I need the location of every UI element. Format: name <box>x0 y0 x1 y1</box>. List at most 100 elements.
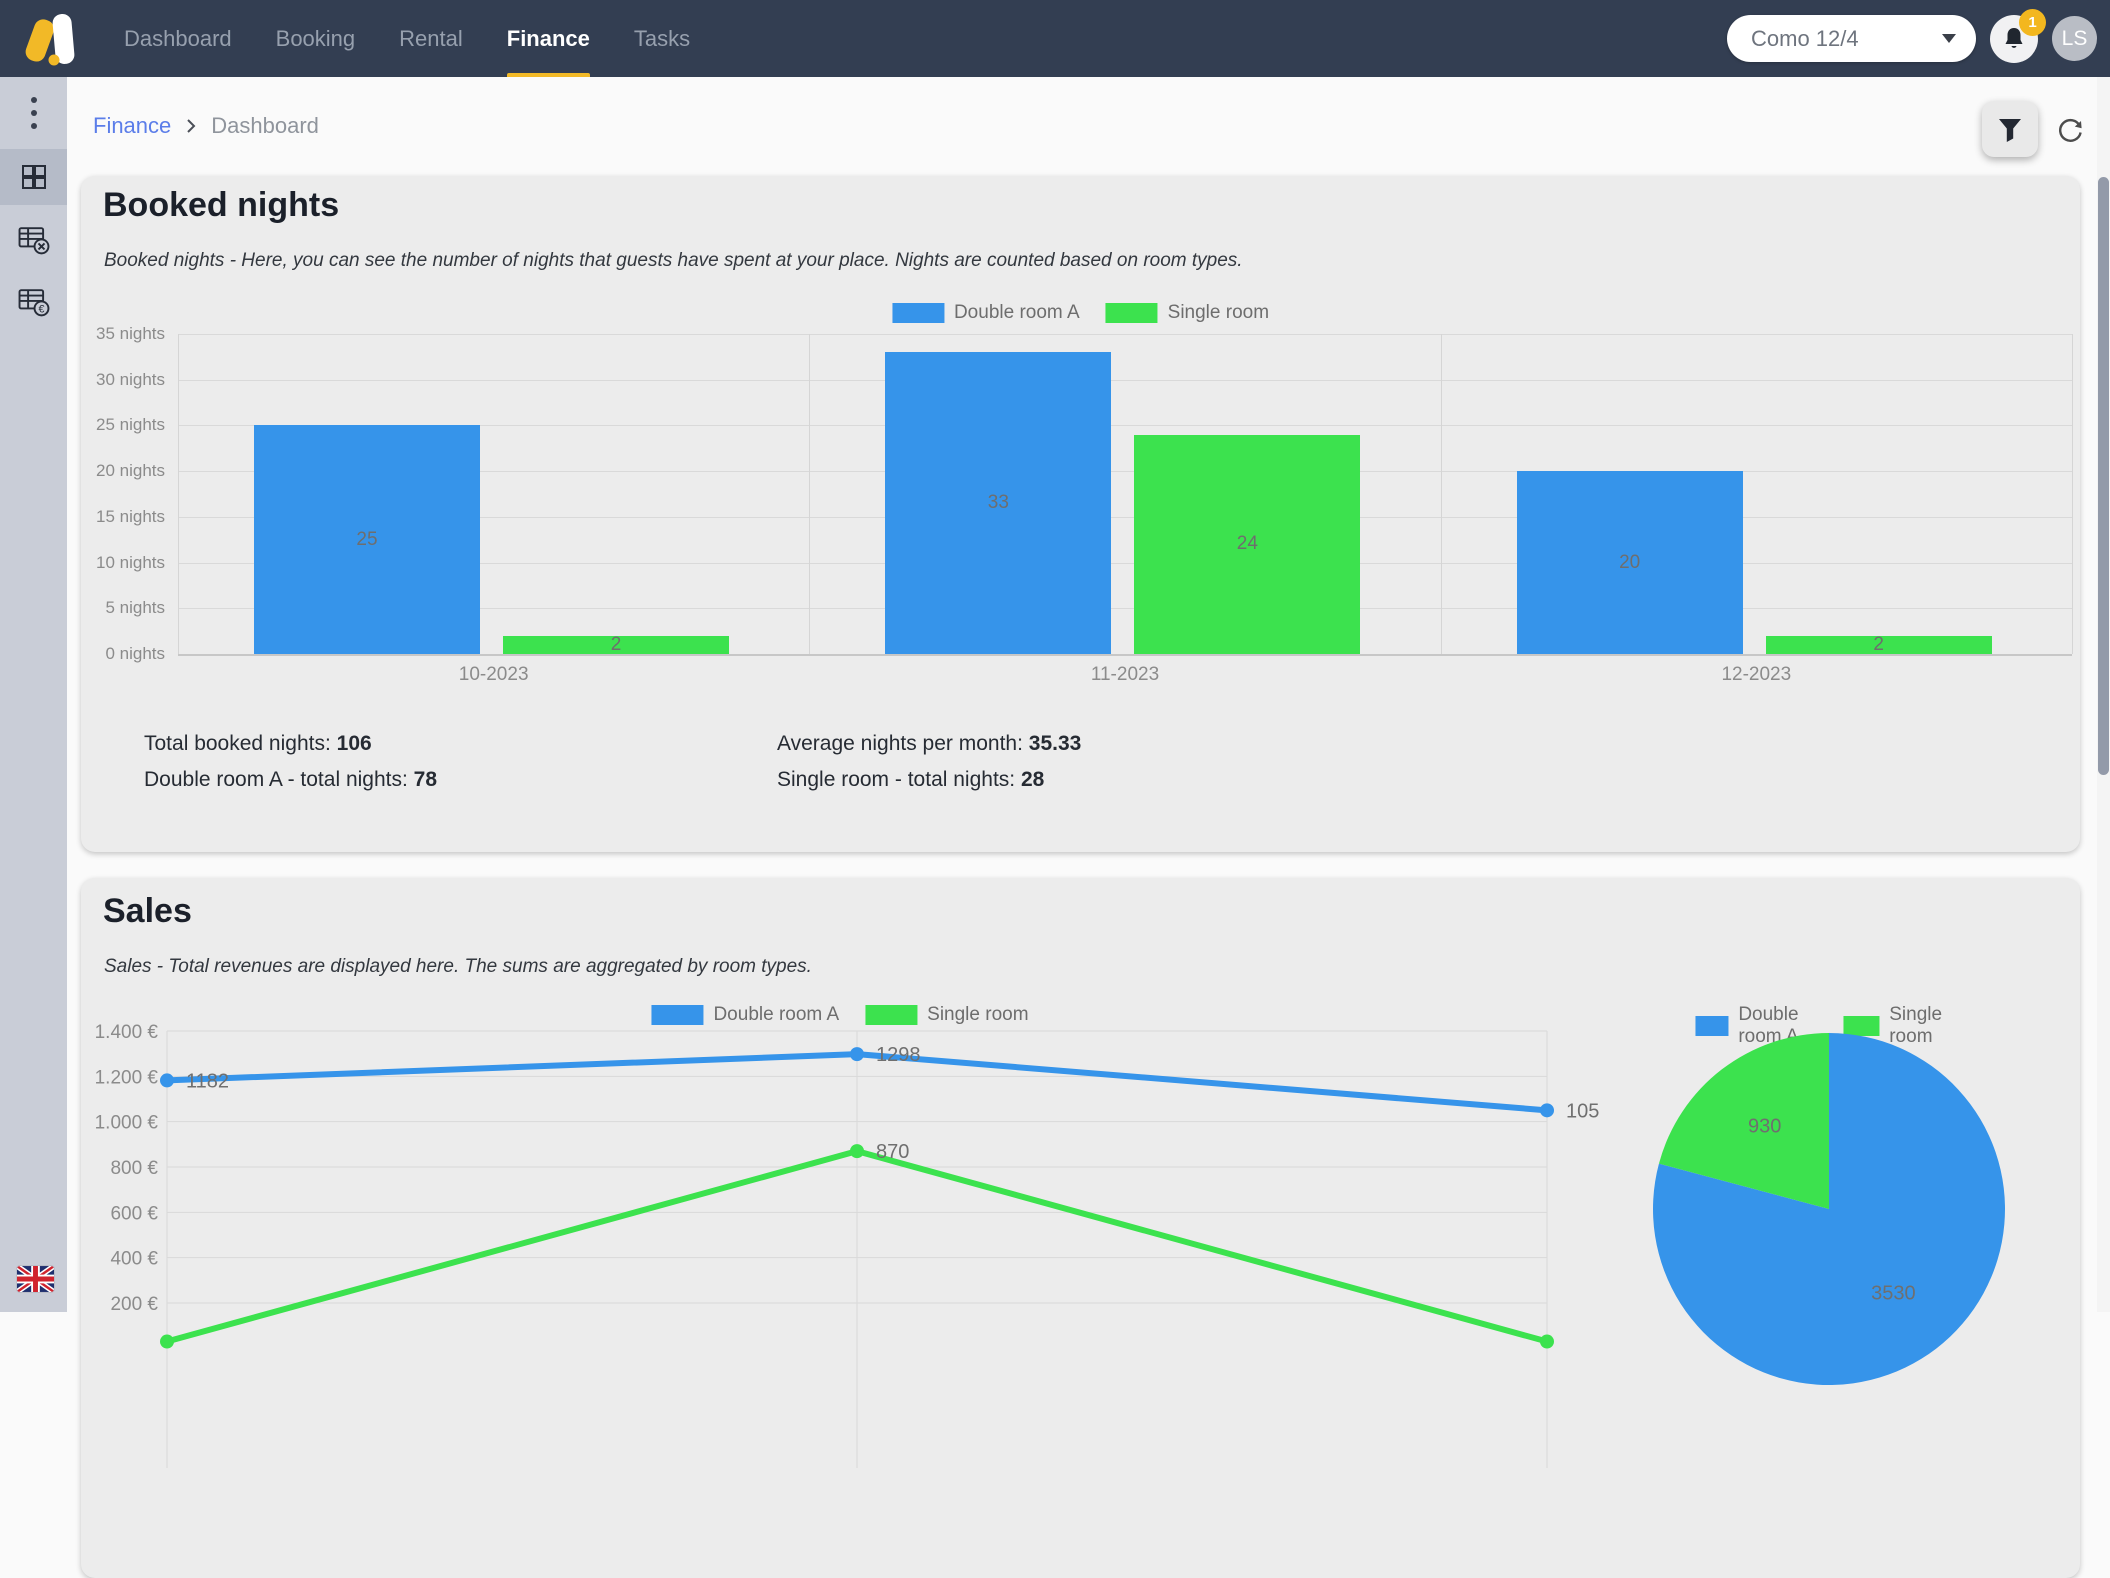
y-axis-label: 10 nights <box>96 552 165 572</box>
pie-slice-label: 3530 <box>1871 1283 1916 1305</box>
y-axis-label: 1.400 € <box>95 1022 159 1043</box>
legend-label: Double room A <box>953 302 1080 323</box>
app-logo-icon[interactable] <box>18 10 84 68</box>
y-axis-label: 35 nights <box>96 324 165 343</box>
sidebar-menu-button[interactable] <box>0 85 67 141</box>
nav-item-dashboard[interactable]: Dashboard <box>124 25 232 51</box>
sidebar-item-dashboard[interactable] <box>0 149 67 205</box>
uk-flag-icon <box>17 1266 54 1292</box>
pie-chart-legend: Double room A Single room <box>1695 1004 1958 1048</box>
y-axis-label: 800 € <box>110 1158 158 1179</box>
legend-label: Single room <box>927 1004 1029 1025</box>
pie-slice-label: 930 <box>1748 1115 1781 1137</box>
bar-single-room <box>503 635 729 654</box>
filter-button[interactable] <box>1982 101 2038 157</box>
table-euro-icon: € <box>18 289 49 317</box>
line-chart-legend: Double room A Single room <box>651 1004 1029 1026</box>
legend-item-single-room[interactable]: Single room <box>1843 1004 1959 1048</box>
left-sidebar: € <box>0 77 67 1312</box>
nav-item-tasks[interactable]: Tasks <box>633 25 691 51</box>
legend-swatch <box>651 1005 704 1025</box>
booked-nights-bar-chart: 35 nights 30 nights 25 nights 20 nights 15 n… <box>81 324 2080 736</box>
main-nav: Dashboard Booking Rental Finance Tasks <box>124 0 690 77</box>
x-axis-label: 11-2023 <box>1090 664 1160 685</box>
vertical-scrollbar <box>2097 77 2110 1312</box>
sales-card: Sales Sales - Total revenues are display… <box>81 878 2080 1578</box>
grid-line <box>178 334 179 654</box>
grid-line <box>178 425 2072 427</box>
booked-nights-card: Booked nights Booked nights - Here, you … <box>81 176 2080 852</box>
bar-value-label: 33 <box>987 492 1009 514</box>
y-axis-label: 20 nights <box>96 461 165 481</box>
grid-line <box>2072 334 2073 654</box>
data-point-single-room <box>160 1334 174 1349</box>
sales-pie-chart: 3530 930 <box>1653 1033 2005 1385</box>
legend-item-single-room[interactable]: Single room <box>1105 302 1269 324</box>
nav-item-rental[interactable]: Rental <box>399 25 463 51</box>
legend-swatch <box>1695 1016 1729 1036</box>
property-selector[interactable]: Como 12/4 <box>1727 15 1976 62</box>
refresh-icon <box>2059 118 2082 142</box>
legend-swatch <box>1105 303 1158 323</box>
chevron-right-icon <box>187 119 196 133</box>
bar-value-label: 25 <box>356 528 378 550</box>
point-label: 1298 <box>876 1044 921 1066</box>
sales-description: Sales - Total revenues are displayed her… <box>104 956 812 977</box>
breadcrumb: Finance Dashboard <box>93 113 319 139</box>
booked-nights-description: Booked nights - Here, you can see the nu… <box>104 250 1243 271</box>
breadcrumb-finance-link[interactable]: Finance <box>93 113 172 138</box>
legend-swatch <box>865 1005 918 1025</box>
x-axis-label: 12-2023 <box>1721 664 1792 685</box>
stat-single-room-nights: Single room - total nights: 28 <box>777 768 1045 791</box>
sales-line-chart: 1.400 € 1.200 € 1.000 € 800 € 600 € 400 € 200 … <box>95 1022 1599 1468</box>
point-label: 105 <box>1566 1100 1599 1122</box>
bar-value-label: 2 <box>610 633 622 655</box>
y-axis-label: 1.000 € <box>95 1113 159 1134</box>
legend-item-double-room-a[interactable]: Double room A <box>651 1004 839 1026</box>
grid-line <box>178 562 2072 564</box>
dashboard-grid-icon <box>21 165 46 189</box>
y-axis-label: 200 € <box>110 1294 158 1315</box>
y-axis-label: 30 nights <box>96 369 165 389</box>
y-axis-label: 5 nights <box>105 598 165 618</box>
language-selector[interactable] <box>17 1266 54 1292</box>
nav-item-finance[interactable]: Finance <box>506 0 591 77</box>
legend-item-single-room[interactable]: Single room <box>865 1004 1029 1026</box>
legend-item-double-room-a[interactable]: Double room A <box>1695 1004 1817 1048</box>
stat-total-booked-nights: Total booked nights: 106 <box>144 732 372 755</box>
bar-value-label: 24 <box>1236 533 1258 555</box>
stat-average-nights: Average nights per month: 35.33 <box>777 732 1082 755</box>
point-label: 1182 <box>186 1070 229 1092</box>
svg-text:€: € <box>38 304 44 316</box>
bar-value-label: 20 <box>1619 551 1641 573</box>
refresh-button[interactable] <box>2052 112 2088 148</box>
legend-item-double-room-a[interactable]: Double room A <box>891 302 1080 324</box>
grid-line <box>178 654 2072 656</box>
bar-chart-legend: Double room A Single room <box>891 302 1269 324</box>
legend-label: Double room A <box>713 1004 840 1025</box>
legend-swatch <box>1843 1016 1880 1036</box>
table-cancel-icon <box>18 227 49 255</box>
legend-label: Single room <box>1889 1004 1943 1047</box>
grid-line <box>178 334 2072 335</box>
y-axis-label: 0 nights <box>105 644 165 663</box>
legend-swatch <box>891 303 944 323</box>
bar-value-label: 2 <box>1873 633 1884 655</box>
user-avatar[interactable]: LS <box>2052 16 2097 61</box>
data-point-single-room <box>1540 1334 1554 1349</box>
nav-item-booking[interactable]: Booking <box>275 25 356 51</box>
notification-count-badge: 1 <box>2019 8 2046 36</box>
pie-slice-single-room <box>1658 1033 1829 1209</box>
y-axis-label: 600 € <box>110 1203 158 1224</box>
top-navbar: Dashboard Booking Rental Finance Tasks C… <box>0 0 2110 77</box>
sidebar-item-cancelled[interactable] <box>0 212 67 268</box>
grid-line <box>1440 334 1442 654</box>
scrollbar-thumb[interactable] <box>2098 177 2109 775</box>
grid-line <box>178 608 2072 610</box>
y-axis-label: 400 € <box>110 1249 158 1270</box>
x-axis-label: 10-2023 <box>458 664 529 685</box>
grid-line <box>178 471 2072 473</box>
grid-line <box>178 379 2072 381</box>
breadcrumb-current: Dashboard <box>211 113 319 138</box>
sidebar-item-finance[interactable]: € <box>0 274 67 330</box>
